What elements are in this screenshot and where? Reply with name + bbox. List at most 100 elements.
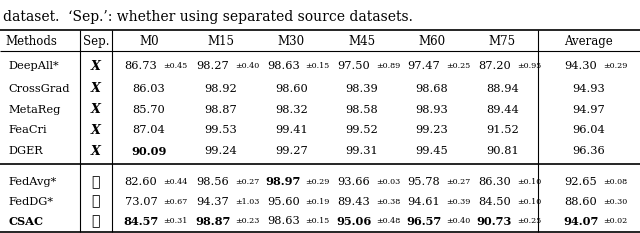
Text: 98.60: 98.60 [275, 84, 308, 93]
Text: 95.78: 95.78 [408, 177, 440, 187]
Text: MetaReg: MetaReg [8, 105, 61, 114]
Text: 94.37: 94.37 [196, 197, 229, 206]
Text: 98.92: 98.92 [204, 84, 237, 93]
Text: X: X [91, 145, 101, 158]
Text: ±1.03: ±1.03 [236, 198, 260, 206]
Text: FedAvg*: FedAvg* [8, 177, 56, 187]
Text: 98.68: 98.68 [415, 84, 449, 93]
Text: X: X [91, 103, 101, 116]
Text: 99.24: 99.24 [204, 147, 237, 156]
Text: ±0.44: ±0.44 [163, 178, 188, 186]
Text: ±0.15: ±0.15 [306, 217, 330, 225]
Text: 98.32: 98.32 [275, 105, 308, 114]
Text: 98.63: 98.63 [267, 62, 300, 71]
Text: CSAC: CSAC [8, 216, 44, 227]
Text: Sep.: Sep. [83, 35, 109, 48]
Text: 99.41: 99.41 [275, 126, 308, 135]
Text: ±0.95: ±0.95 [517, 62, 541, 70]
Text: 99.23: 99.23 [415, 126, 449, 135]
Text: 94.61: 94.61 [408, 197, 440, 206]
Text: 99.27: 99.27 [275, 147, 308, 156]
Text: ±0.67: ±0.67 [163, 198, 188, 206]
Text: 89.44: 89.44 [486, 105, 519, 114]
Text: 99.52: 99.52 [345, 126, 378, 135]
Text: ±0.19: ±0.19 [306, 198, 330, 206]
Text: 89.43: 89.43 [337, 197, 370, 206]
Text: 95.60: 95.60 [267, 197, 300, 206]
Text: ±0.27: ±0.27 [236, 178, 259, 186]
Text: M45: M45 [348, 35, 375, 48]
Text: 98.87: 98.87 [204, 105, 237, 114]
Text: 97.50: 97.50 [337, 62, 370, 71]
Text: ±0.38: ±0.38 [376, 198, 400, 206]
Text: 84.50: 84.50 [478, 197, 511, 206]
Text: 86.73: 86.73 [125, 62, 157, 71]
Text: M0: M0 [139, 35, 159, 48]
Text: ±0.10: ±0.10 [517, 198, 541, 206]
Text: M60: M60 [419, 35, 445, 48]
Text: ±0.39: ±0.39 [447, 198, 471, 206]
Text: Average: Average [564, 35, 613, 48]
Text: ±0.89: ±0.89 [376, 62, 400, 70]
Text: 94.30: 94.30 [564, 62, 597, 71]
Text: M15: M15 [207, 35, 234, 48]
Text: 86.30: 86.30 [478, 177, 511, 187]
Text: 91.52: 91.52 [486, 126, 519, 135]
Text: ±0.29: ±0.29 [306, 178, 330, 186]
Text: 99.31: 99.31 [345, 147, 378, 156]
Text: CrossGrad: CrossGrad [8, 84, 70, 93]
Text: X: X [91, 124, 101, 137]
Text: X: X [91, 60, 101, 73]
Text: ±0.23: ±0.23 [236, 217, 260, 225]
Text: ±0.45: ±0.45 [163, 62, 188, 70]
Text: M30: M30 [278, 35, 305, 48]
Text: 85.70: 85.70 [132, 105, 165, 114]
Text: 98.97: 98.97 [266, 176, 301, 187]
Text: dataset.  ‘Sep.’: whether using separated source datasets.: dataset. ‘Sep.’: whether using separated… [3, 10, 413, 24]
Text: 99.45: 99.45 [415, 147, 449, 156]
Text: 87.04: 87.04 [132, 126, 165, 135]
Text: ✓: ✓ [92, 175, 100, 189]
Text: 94.97: 94.97 [572, 105, 605, 114]
Text: 73.07: 73.07 [125, 197, 157, 206]
Text: ±0.30: ±0.30 [604, 198, 627, 206]
Text: ±0.31: ±0.31 [163, 217, 188, 225]
Text: ±0.40: ±0.40 [447, 217, 470, 225]
Text: 82.60: 82.60 [125, 177, 157, 187]
Text: 98.87: 98.87 [195, 216, 230, 227]
Text: 90.81: 90.81 [486, 147, 519, 156]
Text: Methods: Methods [5, 35, 57, 48]
Text: ±0.10: ±0.10 [517, 178, 541, 186]
Text: 98.27: 98.27 [196, 62, 229, 71]
Text: 98.56: 98.56 [196, 177, 229, 187]
Text: ✓: ✓ [92, 195, 100, 209]
Text: DGER: DGER [8, 147, 43, 156]
Text: ±0.48: ±0.48 [376, 217, 400, 225]
Text: 93.66: 93.66 [337, 177, 370, 187]
Text: 98.63: 98.63 [267, 216, 300, 226]
Text: ✓: ✓ [92, 214, 100, 228]
Text: 96.36: 96.36 [572, 147, 605, 156]
Text: 94.07: 94.07 [563, 216, 598, 227]
Text: 98.93: 98.93 [415, 105, 449, 114]
Text: 86.03: 86.03 [132, 84, 165, 93]
Text: X: X [91, 82, 101, 95]
Text: 84.57: 84.57 [124, 216, 159, 227]
Text: 92.65: 92.65 [564, 177, 597, 187]
Text: FeaCri: FeaCri [8, 126, 47, 135]
Text: 94.93: 94.93 [572, 84, 605, 93]
Text: FedDG*: FedDG* [8, 197, 53, 206]
Text: 96.57: 96.57 [406, 216, 442, 227]
Text: M75: M75 [489, 35, 516, 48]
Text: 95.06: 95.06 [336, 216, 371, 227]
Text: DeepAll*: DeepAll* [8, 62, 59, 71]
Text: ±0.03: ±0.03 [376, 178, 400, 186]
Text: 87.20: 87.20 [478, 62, 511, 71]
Text: 96.04: 96.04 [572, 126, 605, 135]
Text: ±0.15: ±0.15 [306, 62, 330, 70]
Text: 90.09: 90.09 [131, 146, 166, 157]
Text: 90.73: 90.73 [477, 216, 512, 227]
Text: ±0.40: ±0.40 [236, 62, 259, 70]
Text: ±0.25: ±0.25 [517, 217, 541, 225]
Text: ±0.29: ±0.29 [604, 62, 628, 70]
